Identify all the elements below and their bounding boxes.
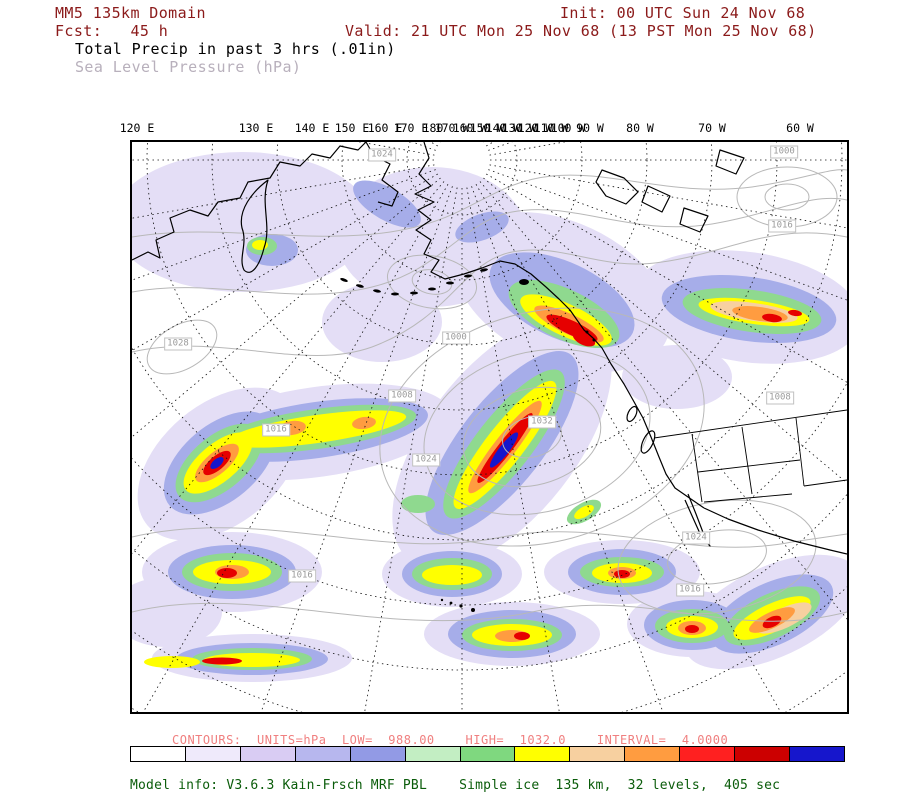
- longitude-label: 160 E: [367, 121, 403, 135]
- aleutian-islands: [340, 268, 596, 342]
- colorbar-cell: [239, 746, 296, 762]
- longitude-label: 80 W: [626, 121, 654, 135]
- longitude-label: 120 W: [517, 121, 553, 135]
- longitude-label: 150 W: [469, 121, 505, 135]
- colorbar-cell: [404, 746, 461, 762]
- colorbar-cell: [459, 746, 516, 762]
- colorbar-cell: [789, 746, 845, 762]
- longitude-label: 150 E: [334, 121, 370, 135]
- longitude-label: 170 E: [393, 121, 429, 135]
- longitude-label: 110 W: [533, 121, 569, 135]
- init-time-label: Init: 00 UTC Sun 24 Nov 68: [560, 4, 806, 22]
- hawaii-islands: [440, 598, 475, 612]
- colorbar-cell: [624, 746, 681, 762]
- longitude-label: 140 W: [485, 121, 521, 135]
- colorbar-cell: [734, 746, 791, 762]
- longitude-label: 130 E: [238, 121, 274, 135]
- contour-legend-text: CONTOURS: UNITS=hPa LOW= 988.00 HIGH= 10…: [172, 733, 729, 747]
- longitude-label: 60 W: [786, 121, 814, 135]
- forecast-hour-label: Fcst: 45 h: [55, 22, 169, 40]
- longitude-label: 120 E: [119, 121, 155, 135]
- colorbar-cell: [294, 746, 351, 762]
- longitude-label: 140 E: [294, 121, 330, 135]
- map-canvas: [132, 142, 847, 712]
- valid-time-label: Valid: 21 UTC Mon 25 Nov 68 (13 PST Mon …: [345, 22, 817, 40]
- longitude-label: 100 W: [550, 121, 586, 135]
- precip-shading: [132, 152, 847, 682]
- longitude-label: 160 W: [452, 121, 488, 135]
- state-borders: [653, 409, 847, 503]
- colorbar-cell: [569, 746, 626, 762]
- longitude-label: 130 W: [501, 121, 537, 135]
- page-title: MM5 135km Domain: [55, 4, 206, 22]
- colorbar-cell: [349, 746, 406, 762]
- colorbar-cell: [184, 746, 241, 762]
- map-frame: 1024 1000 1016 1000 1008 1032 1024 1016 1028 1008…: [130, 140, 849, 714]
- longitude-label: 70 W: [698, 121, 726, 135]
- coastlines: [132, 142, 847, 555]
- top-axis: 120 E 130 E 140 E 150 E 160 E 170 E 180 170 W 16…: [120, 121, 849, 137]
- longitude-label: 180: [422, 121, 444, 135]
- longitude-label: 170 W: [434, 121, 470, 135]
- colorbar-cell: [679, 746, 736, 762]
- field-secondary-label: Sea Level Pressure (hPa): [75, 58, 302, 76]
- longitude-label: 90 W: [576, 121, 604, 135]
- colorbar: [130, 746, 845, 762]
- colorbar-cell: [514, 746, 571, 762]
- colorbar-cell: [130, 746, 186, 762]
- model-info-text: Model info: V3.6.3 Kain-Frsch MRF PBL Si…: [130, 778, 781, 793]
- field-primary-label: Total Precip in past 3 hrs (.01in): [75, 40, 396, 58]
